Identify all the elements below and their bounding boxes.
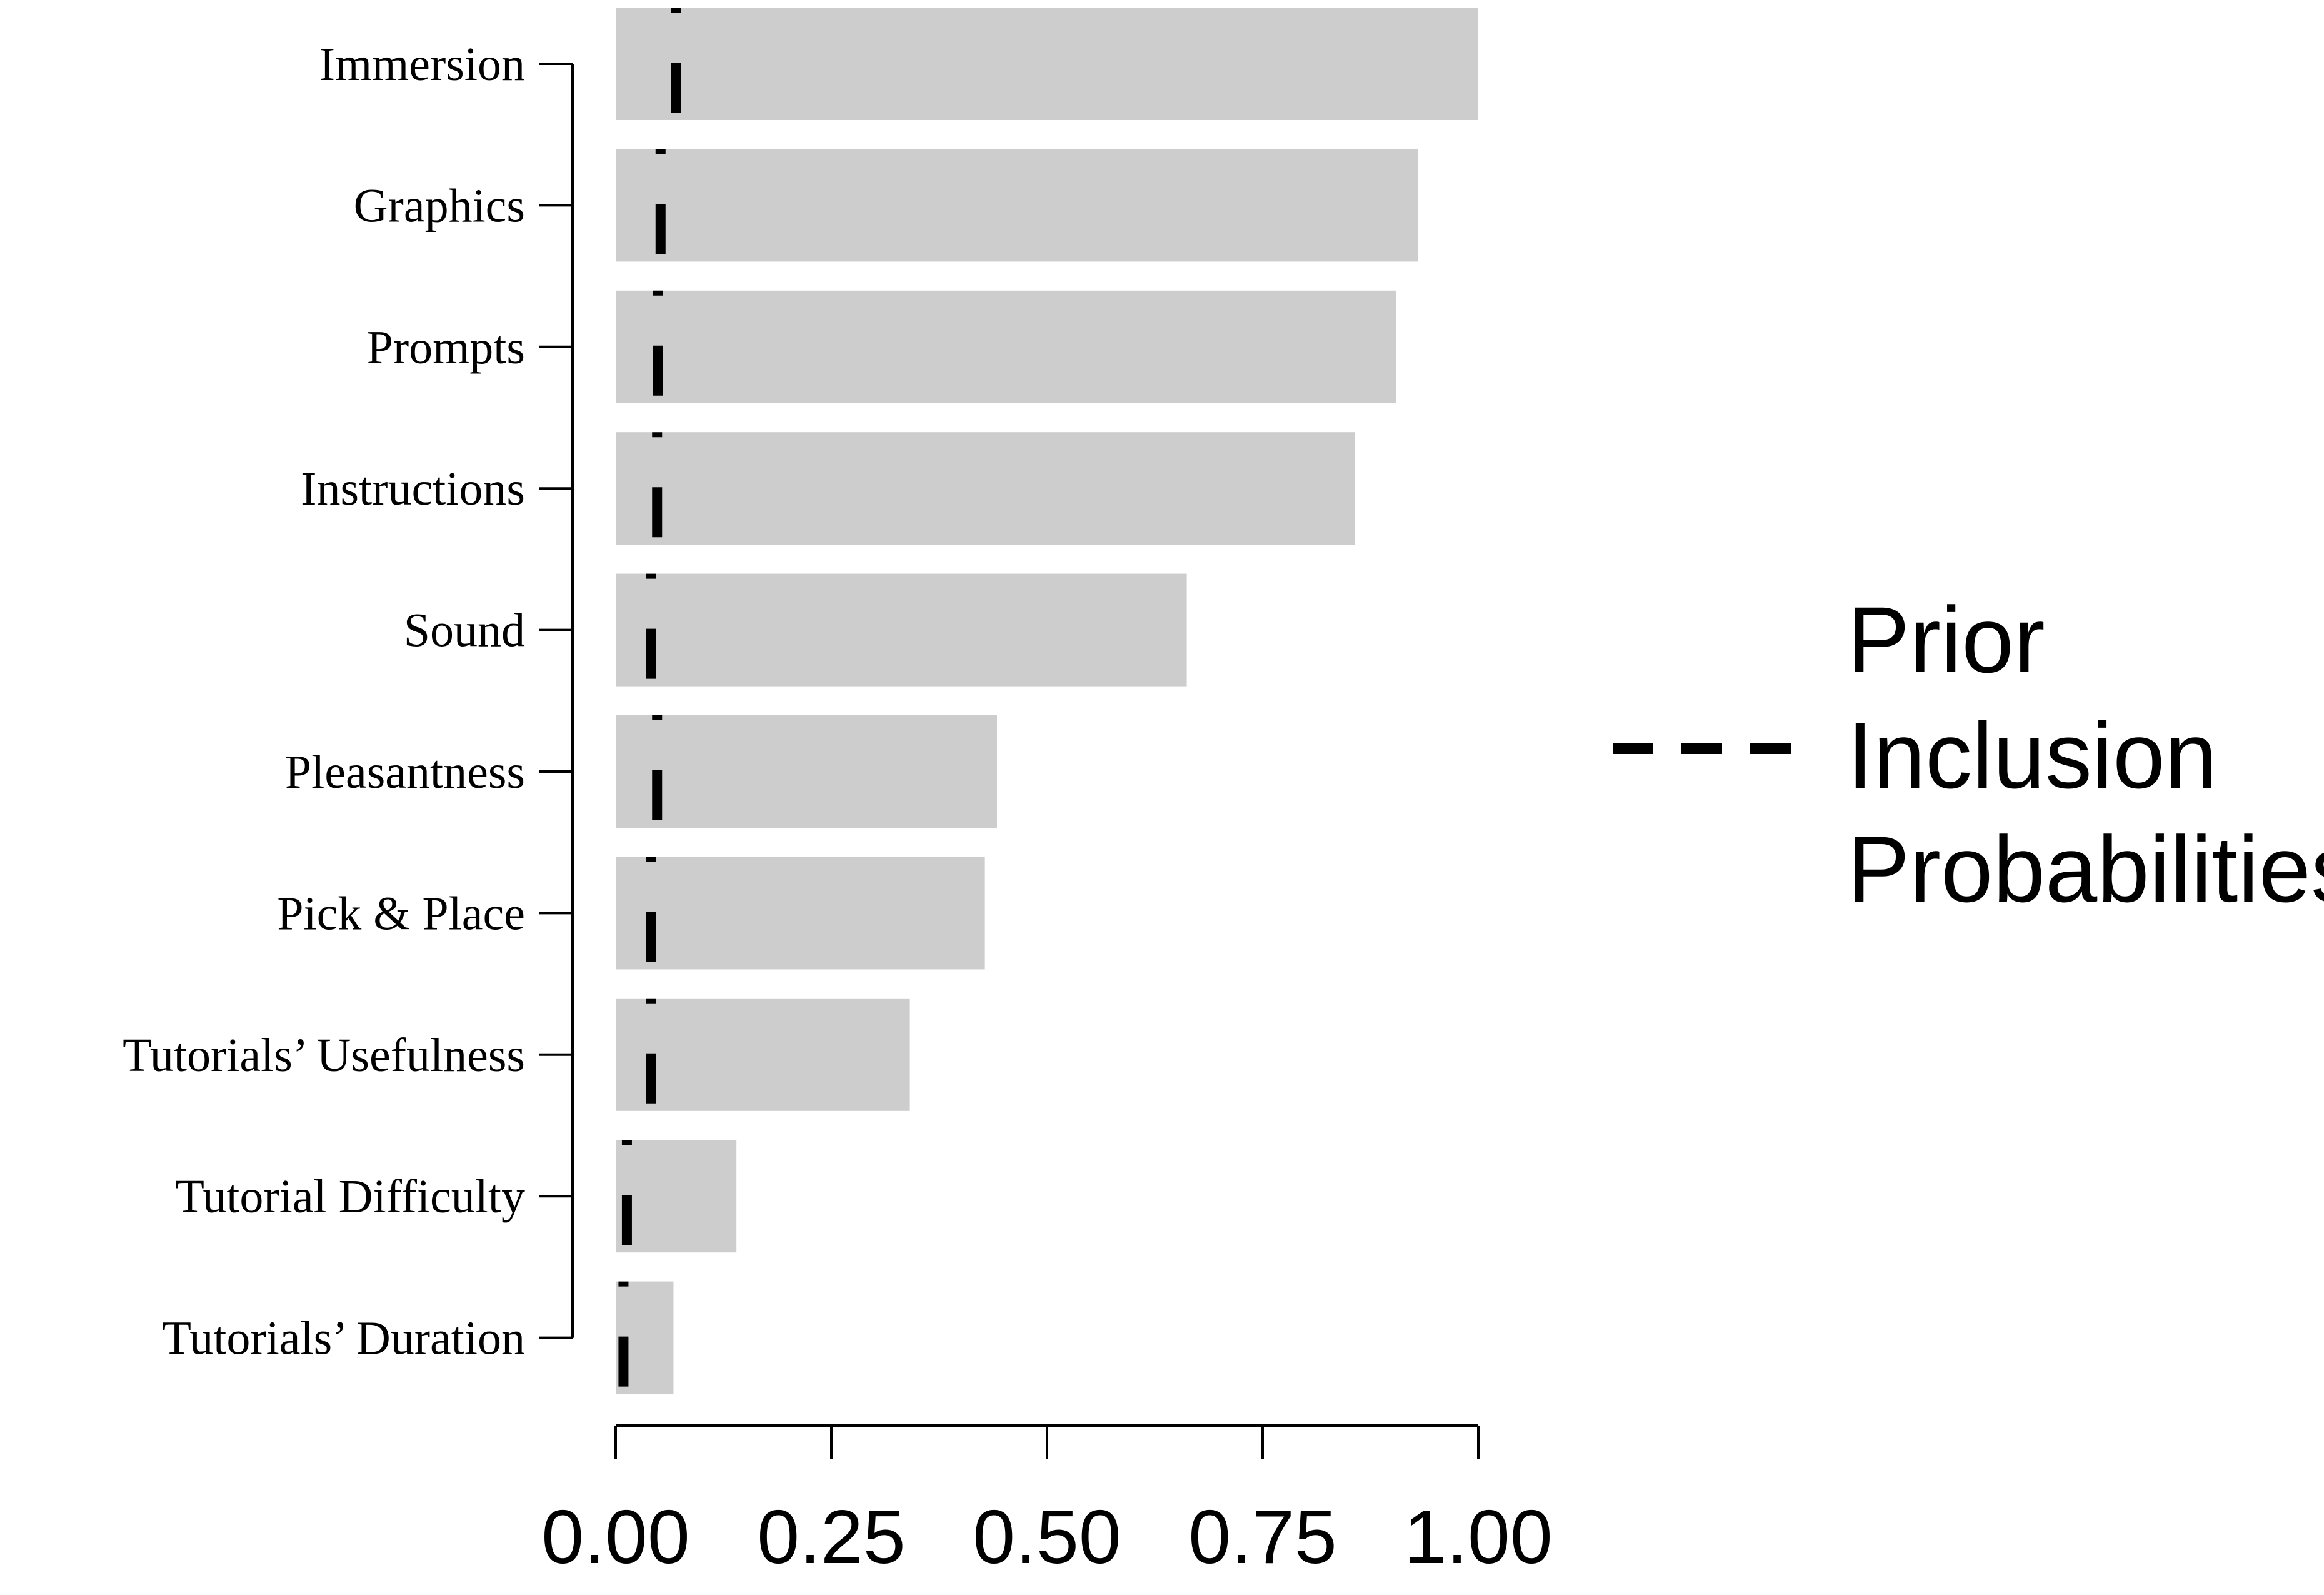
bar-0 (616, 8, 1478, 120)
x-axis: 0.00 0.25 0.50 0.75 1.00 (541, 1424, 1553, 1579)
bar-7 (616, 998, 910, 1111)
category-label-9: Tutorials’ Duration (162, 1312, 525, 1365)
prior-lines-group (618, 8, 681, 1394)
x-tick-label-4: 1.00 (1404, 1494, 1552, 1579)
y-axis: Immersion Graphics Prompts Instructions Soun… (123, 38, 574, 1365)
category-label-5: Pleasantness (285, 746, 525, 798)
bar-6 (616, 857, 985, 970)
legend-label-line-1: Inclusion (1847, 703, 2217, 808)
bar-4 (616, 573, 1187, 687)
category-label-6: Pick & Place (277, 887, 525, 940)
bar-8 (616, 1140, 737, 1253)
legend-label-line-0: Prior (1847, 587, 2045, 692)
x-tick-label-3: 0.75 (1188, 1494, 1336, 1579)
bar-3 (616, 432, 1355, 545)
category-label-3: Instructions (301, 463, 525, 515)
x-tick-label-2: 0.50 (973, 1494, 1121, 1579)
legend-label-line-2: Probabilities (1847, 817, 2324, 922)
bars-group (616, 8, 1478, 1394)
category-label-0: Immersion (319, 38, 525, 91)
category-label-1: Graphics (354, 179, 525, 232)
bar-2 (616, 290, 1396, 403)
category-label-8: Tutorial Difficulty (176, 1170, 525, 1223)
category-label-7: Tutorials’ Usefulness (123, 1029, 525, 1082)
x-tick-label-0: 0.00 (541, 1494, 689, 1579)
bar-1 (616, 149, 1418, 262)
category-label-2: Prompts (367, 321, 525, 374)
category-label-4: Sound (404, 605, 525, 657)
bar-5 (616, 715, 997, 828)
x-tick-label-1: 0.25 (757, 1494, 905, 1579)
